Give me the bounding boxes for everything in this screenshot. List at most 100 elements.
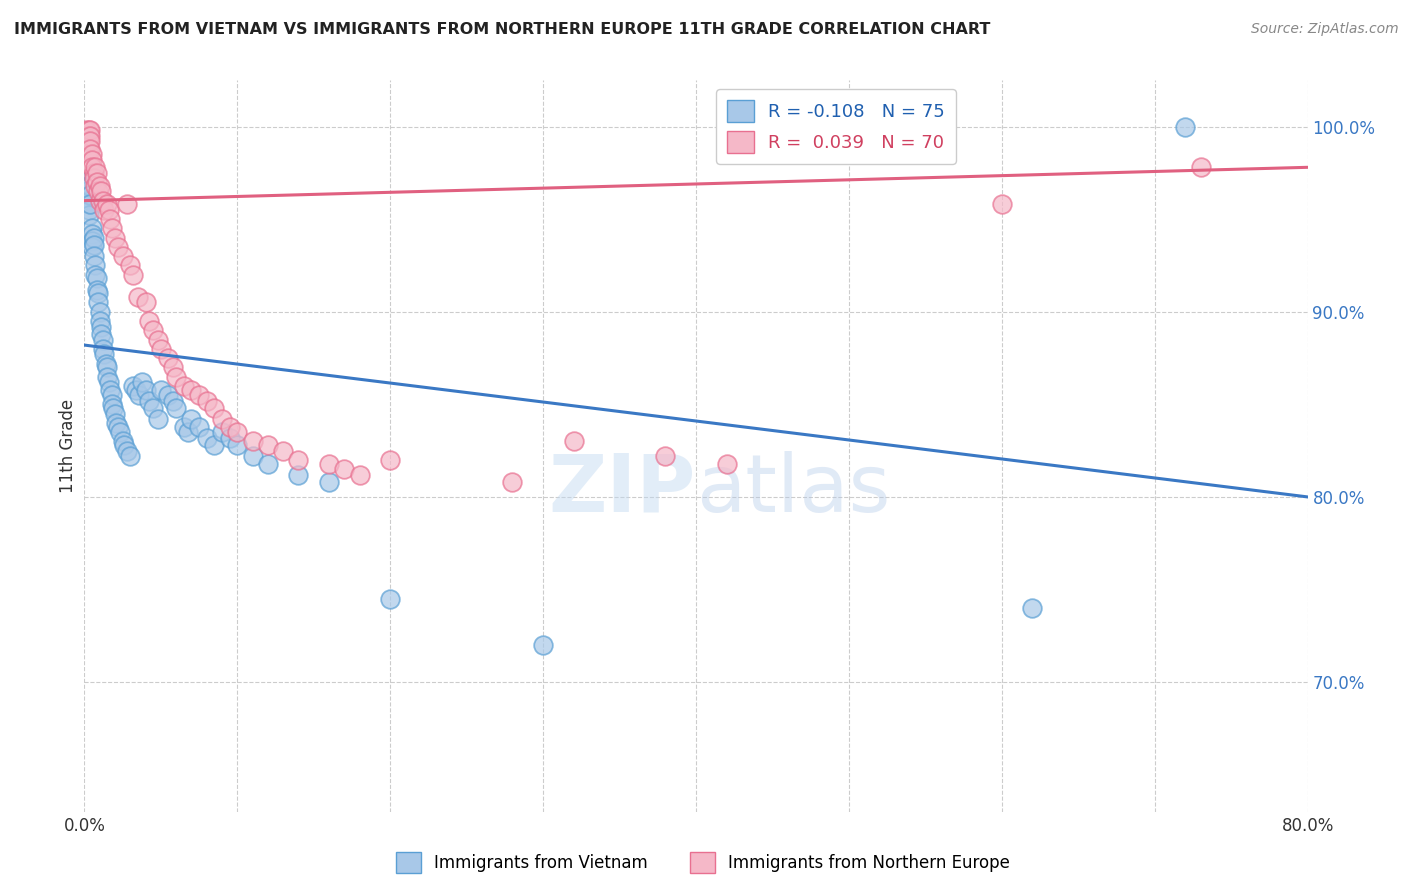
Point <box>80 227 103 241</box>
Point <box>716 457 738 471</box>
Point <box>115 197 138 211</box>
Point <box>101 397 124 411</box>
Point <box>83 249 105 263</box>
Text: Source: ZipAtlas.com: Source: ZipAtlas.com <box>1251 22 1399 37</box>
Point <box>1189 161 1212 175</box>
Point <box>93 202 115 217</box>
Point <box>91 194 114 208</box>
Point <box>75 128 97 143</box>
Point <box>318 475 340 489</box>
Point <box>77 135 100 149</box>
Point <box>91 342 114 356</box>
Point <box>79 128 101 143</box>
Point <box>107 419 129 434</box>
Point <box>84 178 107 193</box>
Point <box>146 412 169 426</box>
Point <box>149 342 172 356</box>
Point <box>93 347 115 361</box>
Point <box>991 197 1014 211</box>
Point <box>77 123 100 137</box>
Point <box>146 333 169 347</box>
Point <box>90 185 112 199</box>
Point <box>188 388 211 402</box>
Point <box>654 449 676 463</box>
Point <box>80 240 103 254</box>
Point <box>111 434 134 449</box>
Point <box>77 194 100 208</box>
Point <box>1021 601 1043 615</box>
Point <box>79 188 101 202</box>
Point <box>79 123 101 137</box>
Point <box>83 166 105 180</box>
Point <box>115 443 138 458</box>
Point <box>86 175 108 189</box>
Point <box>80 161 103 175</box>
Point <box>94 357 117 371</box>
Point <box>218 431 240 445</box>
Point <box>202 438 225 452</box>
Point <box>101 388 124 402</box>
Point <box>105 416 128 430</box>
Point <box>77 147 100 161</box>
Point <box>180 383 202 397</box>
Point <box>287 467 309 482</box>
Point <box>90 326 112 341</box>
Point <box>127 290 149 304</box>
Point <box>84 259 107 273</box>
Point <box>76 178 98 193</box>
Point <box>125 383 148 397</box>
Point <box>173 419 195 434</box>
Point <box>108 425 131 439</box>
Point <box>142 323 165 337</box>
Point <box>271 443 294 458</box>
Point <box>242 434 264 449</box>
Point <box>112 438 135 452</box>
Point <box>380 453 402 467</box>
Point <box>122 268 145 282</box>
Point <box>83 171 105 186</box>
Legend: Immigrants from Vietnam, Immigrants from Northern Europe: Immigrants from Vietnam, Immigrants from… <box>389 846 1017 880</box>
Point <box>131 375 153 389</box>
Point <box>75 175 97 189</box>
Point <box>96 197 118 211</box>
Point <box>104 230 127 244</box>
Point <box>138 393 160 408</box>
Point <box>287 453 309 467</box>
Point <box>80 147 103 161</box>
Point <box>77 202 100 217</box>
Point <box>157 388 180 402</box>
Point <box>76 185 98 199</box>
Point <box>77 142 100 156</box>
Point <box>257 457 280 471</box>
Point <box>75 123 97 137</box>
Point <box>242 449 264 463</box>
Point <box>96 369 118 384</box>
Point <box>165 401 187 415</box>
Point <box>76 135 98 149</box>
Point <box>180 412 202 426</box>
Point <box>89 314 111 328</box>
Point <box>162 393 184 408</box>
Point <box>149 383 172 397</box>
Point <box>80 235 103 249</box>
Point <box>97 202 120 217</box>
Point <box>195 431 218 445</box>
Point <box>165 369 187 384</box>
Point <box>138 314 160 328</box>
Point <box>90 319 112 334</box>
Point <box>79 178 101 193</box>
Point <box>120 259 142 273</box>
Point <box>122 379 145 393</box>
Point <box>502 475 524 489</box>
Point <box>83 230 105 244</box>
Point <box>79 197 101 211</box>
Point <box>318 457 340 471</box>
Point <box>349 467 371 482</box>
Point <box>87 295 110 310</box>
Point <box>87 286 110 301</box>
Point <box>98 383 121 397</box>
Point <box>76 142 98 156</box>
Point <box>84 268 107 282</box>
Point <box>77 209 100 223</box>
Point <box>1174 120 1197 134</box>
